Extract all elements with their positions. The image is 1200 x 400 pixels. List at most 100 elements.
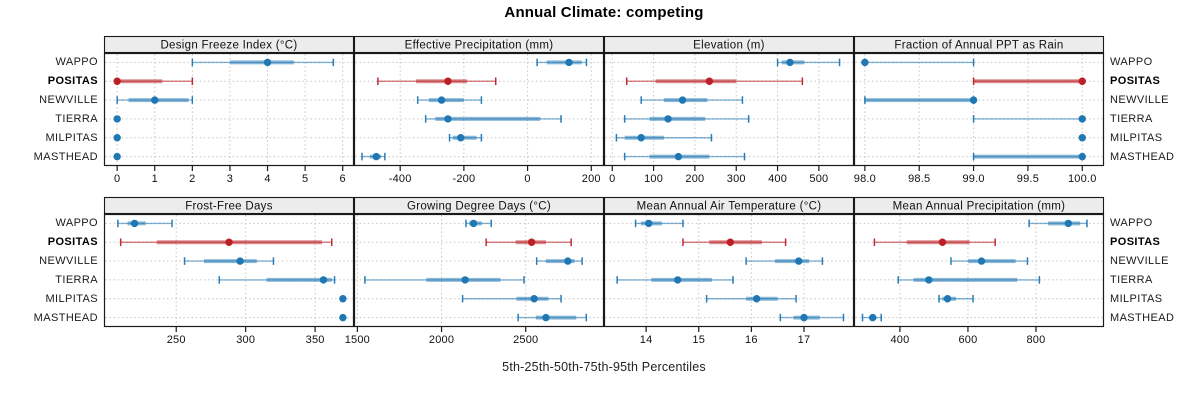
series-wappo — [191, 58, 335, 67]
axis-tick-label: 4 — [264, 173, 270, 185]
median-dot — [726, 238, 735, 246]
panel-strip-label: Growing Degree Days (°C) — [407, 201, 551, 213]
panel-design-freeze-index-c: Design Freeze Index (°C) 0 1 2 3 4 5 6 — [103, 35, 355, 185]
panel-strip-label: Effective Precipitation (mm) — [405, 40, 554, 52]
series-masthead — [113, 152, 121, 161]
series-tierra — [972, 115, 1086, 123]
series-positas — [873, 238, 996, 247]
site-label-right-milpitas: MILPITAS — [1110, 292, 1163, 305]
median-dot — [1078, 134, 1086, 142]
median-dot — [664, 115, 672, 123]
series-masthead — [972, 152, 1086, 161]
series-milpitas — [448, 133, 483, 142]
series-milpitas — [113, 134, 121, 142]
site-label-left-positas: POSITAS — [47, 75, 98, 88]
series-positas — [119, 238, 333, 247]
series-masthead — [861, 313, 882, 322]
site-label-right-wappo: WAPPO — [1110, 56, 1153, 69]
panel-strip — [603, 196, 855, 215]
series-positas — [485, 238, 572, 247]
series-newville — [950, 257, 1029, 265]
panel-border — [353, 213, 605, 328]
axis-tick-label: 300 — [236, 334, 255, 346]
series-milpitas — [339, 295, 347, 303]
series-masthead — [779, 313, 845, 322]
median-dot — [1078, 152, 1086, 161]
median-dot — [339, 313, 347, 322]
axis-tick-label: 98.5 — [908, 173, 930, 185]
series-tierra — [616, 276, 734, 284]
series-positas — [625, 77, 804, 86]
median-dot — [113, 115, 121, 123]
series-wappo — [634, 219, 684, 228]
panel-strip-label: Design Freeze Index (°C) — [160, 40, 297, 52]
site-label-left-wappo: WAPPO — [55, 217, 98, 230]
axis-tick-label: 99.5 — [1017, 173, 1039, 185]
axis-tick-label: 0 — [609, 173, 615, 185]
site-label-right-milpitas: MILPITAS — [1110, 131, 1163, 144]
median-dot — [752, 295, 761, 303]
series-positas — [972, 77, 1086, 86]
panel-frost-free-days: Frost-Free Days 250 300 350 — [103, 196, 355, 346]
series-wappo — [1028, 219, 1088, 228]
panel-strip — [353, 196, 605, 215]
median-dot — [673, 276, 682, 284]
axis-tick-label: 3 — [227, 173, 233, 185]
panel-strip-label: Mean Annual Air Temperature (°C) — [637, 201, 822, 213]
axis-tick-label: 800 — [1026, 334, 1045, 346]
series-milpitas — [615, 133, 713, 142]
series-milpitas — [461, 294, 562, 303]
panel-mean-annual-air-temperature-c: Mean Annual Air Temperature (°C) 14 15 16 17 — [603, 196, 855, 346]
series-wappo — [776, 58, 841, 67]
series-milpitas — [705, 294, 797, 303]
series-tierra — [218, 276, 336, 284]
median-dot — [861, 58, 869, 67]
median-dot — [800, 313, 808, 322]
axis-tick-label: 2 — [189, 173, 195, 185]
axis-tick-label: 16 — [745, 334, 758, 346]
axis-tick-label: 1 — [152, 173, 158, 185]
site-label-right-tierra: TIERRA — [1110, 112, 1153, 125]
site-label-left-milpitas: MILPITAS — [45, 292, 98, 305]
median-dot — [372, 152, 380, 161]
axis-tick-label: 100 — [644, 173, 663, 185]
median-dot — [113, 134, 121, 142]
median-dot — [130, 219, 139, 228]
median-dot — [530, 295, 538, 303]
site-label-right-masthead: MASTHEAD — [1110, 150, 1175, 163]
panel-effective-precipitation-mm: Effective Precipitation (mm) -400 -200 0 200 — [353, 35, 605, 185]
median-dot — [444, 77, 452, 85]
series-positas — [377, 77, 497, 86]
panel-border — [603, 52, 855, 167]
median-dot — [444, 115, 452, 123]
axis-tick-label: 300 — [727, 173, 746, 185]
panel-strip — [853, 35, 1105, 54]
axis-tick-label: 17 — [798, 334, 811, 346]
series-newville — [183, 257, 275, 265]
site-label-left-wappo: WAPPO — [55, 56, 98, 69]
median-dot — [564, 257, 572, 265]
panel-strip — [853, 196, 1105, 215]
panel-elevation-m: Elevation (m) 0 100 200 300 400 500 — [603, 35, 855, 185]
axis-tick-label: -400 — [389, 173, 412, 185]
median-dot — [678, 96, 687, 104]
median-dot — [263, 58, 272, 67]
panel-strip-label: Mean Annual Precipitation (mm) — [893, 201, 1066, 213]
series-wappo — [117, 219, 173, 228]
site-label-right-newville: NEWVILLE — [1110, 94, 1169, 107]
median-dot — [969, 96, 978, 104]
median-dot — [319, 276, 328, 284]
site-label-right-newville: NEWVILLE — [1110, 255, 1169, 268]
panel-mean-annual-precipitation-mm: Mean Annual Precipitation (mm) 400 600 800 — [853, 196, 1105, 346]
panel-strip — [353, 35, 605, 54]
median-dot — [113, 77, 121, 85]
panel-border — [853, 213, 1105, 328]
series-tierra — [364, 276, 525, 284]
panel-strip — [103, 196, 355, 215]
median-dot — [113, 152, 121, 161]
panel-strip-label: Fraction of Annual PPT as Rain — [894, 40, 1063, 52]
series-newville — [745, 257, 824, 265]
series-newville — [640, 96, 744, 104]
site-label-right-wappo: WAPPO — [1110, 217, 1153, 230]
site-label-left-milpitas: MILPITAS — [45, 131, 98, 144]
